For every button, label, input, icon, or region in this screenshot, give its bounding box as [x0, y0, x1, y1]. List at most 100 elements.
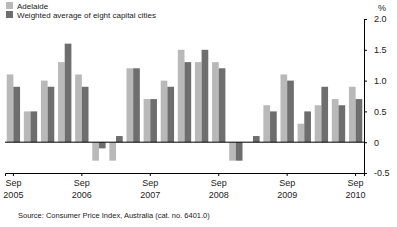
legend-swatch — [6, 11, 13, 18]
bar — [24, 111, 31, 142]
bar — [133, 68, 140, 142]
x-tick-label-line: Sep — [211, 178, 227, 188]
x-tick: Sep 2006 — [72, 173, 92, 200]
x-tick-label-line: Sep — [279, 178, 295, 188]
y-tick: 1.0 — [364, 76, 387, 86]
bar — [270, 111, 277, 142]
bar — [253, 136, 260, 142]
bar — [48, 87, 55, 142]
y-tick-label: 0.5 — [374, 107, 387, 117]
x-tick-label-line: 2010 — [346, 190, 366, 200]
y-tick: 2.0 — [364, 14, 387, 24]
y-tick-label: 0 — [374, 138, 379, 148]
x-tick-mark — [81, 173, 82, 176]
bar — [229, 142, 236, 160]
y-axis-line — [365, 20, 368, 174]
bar — [304, 111, 311, 142]
y-tick: -0.5 — [364, 168, 390, 178]
x-tick-mark — [287, 173, 288, 176]
bar — [109, 142, 116, 160]
y-label: % — [378, 3, 386, 13]
legend: AdelaideWeighted average of eight capita… — [6, 2, 156, 20]
bar — [321, 87, 328, 142]
x-tick-mark — [150, 173, 151, 176]
x-tick-label: Sep 2008 — [209, 178, 229, 199]
y-tick-label: 1.0 — [374, 76, 387, 86]
x-tick-label-line: Sep — [348, 178, 364, 188]
x-tick: Sep 2010 — [346, 173, 366, 200]
y-tick-mark — [364, 142, 367, 143]
x-tick-label-line: 2009 — [277, 190, 297, 200]
bar — [161, 81, 168, 143]
bar — [280, 74, 287, 142]
bar — [75, 74, 82, 142]
x-tick-label-line: Sep — [74, 178, 90, 188]
y-tick-mark — [364, 19, 367, 20]
bar — [263, 105, 270, 142]
bar — [116, 136, 123, 142]
x-tick-label-line: 2006 — [72, 190, 92, 200]
y-tick-mark — [364, 111, 367, 112]
legend-swatch — [6, 2, 13, 9]
bar — [339, 105, 346, 142]
y-tick-label: -0.5 — [374, 168, 390, 178]
x-tick-label-line: Sep — [5, 178, 21, 188]
y-tick-mark — [364, 81, 367, 82]
x-tick-label-line: 2005 — [3, 190, 23, 200]
y-tick: 0 — [364, 138, 379, 148]
source: Source: Consumer Price Index, Australia … — [18, 211, 210, 220]
bar — [332, 99, 339, 142]
bar — [236, 142, 243, 160]
bar — [30, 111, 37, 142]
y-tick-mark — [364, 50, 367, 51]
x-tick-label: Sep 2006 — [72, 178, 92, 199]
x-tick-mark — [13, 173, 14, 176]
bar — [126, 68, 133, 142]
bar — [185, 62, 192, 142]
bar — [13, 87, 20, 142]
y-axis: -0.5 0 0.5 1.0 1.5 2.0 — [364, 14, 390, 178]
bar — [195, 62, 202, 142]
bar — [7, 74, 14, 142]
bar — [99, 142, 106, 148]
bar — [315, 105, 322, 142]
x-tick: Sep 2005 — [3, 173, 23, 200]
x-tick-mark — [218, 173, 219, 176]
x-tick-label-line: 2008 — [209, 190, 229, 200]
y-tick: 0.5 — [364, 107, 387, 117]
legend-label: Weighted average of eight capital cities — [17, 11, 156, 20]
x-axis: Sep 2005 Sep 2006 Sep 2007 Sep 2008 Sep 2009 Sep 20… — [3, 173, 365, 200]
legend-label: Adelaide — [17, 2, 49, 11]
x-axis-line — [6, 174, 365, 177]
bar — [219, 68, 226, 142]
x-tick: Sep 2009 — [277, 173, 297, 200]
x-tick-label: Sep 2007 — [140, 178, 160, 199]
y-tick-label: 1.5 — [374, 45, 387, 55]
bar — [287, 81, 294, 143]
bar — [212, 62, 219, 142]
x-tick-label: Sep 2009 — [277, 178, 297, 199]
y-tick-label: 2.0 — [374, 14, 387, 24]
x-tick-label: Sep 2005 — [3, 178, 23, 199]
bar — [65, 44, 72, 143]
bar — [178, 50, 185, 142]
x-tick-label: Sep 2010 — [346, 178, 366, 199]
y-tick: 1.5 — [364, 45, 387, 55]
bar — [349, 87, 356, 142]
x-tick: Sep 2008 — [209, 173, 229, 200]
x-tick-mark — [355, 173, 356, 176]
bar — [202, 50, 209, 142]
plot: -0.500.51.01.52.0Sep2005Sep2006Sep2007Se… — [3, 14, 389, 199]
bars — [7, 44, 363, 161]
x-tick: Sep 2007 — [140, 173, 160, 200]
bar — [58, 62, 65, 142]
bar — [167, 87, 174, 142]
x-tick-label-line: 2007 — [140, 190, 160, 200]
bar — [92, 142, 99, 160]
x-tick-label-line: Sep — [142, 178, 158, 188]
bar — [150, 99, 157, 142]
bar — [41, 81, 48, 143]
bar — [356, 99, 363, 142]
chart: -0.500.51.01.52.0Sep2005Sep2006Sep2007Se… — [0, 0, 397, 227]
bar — [298, 124, 305, 142]
